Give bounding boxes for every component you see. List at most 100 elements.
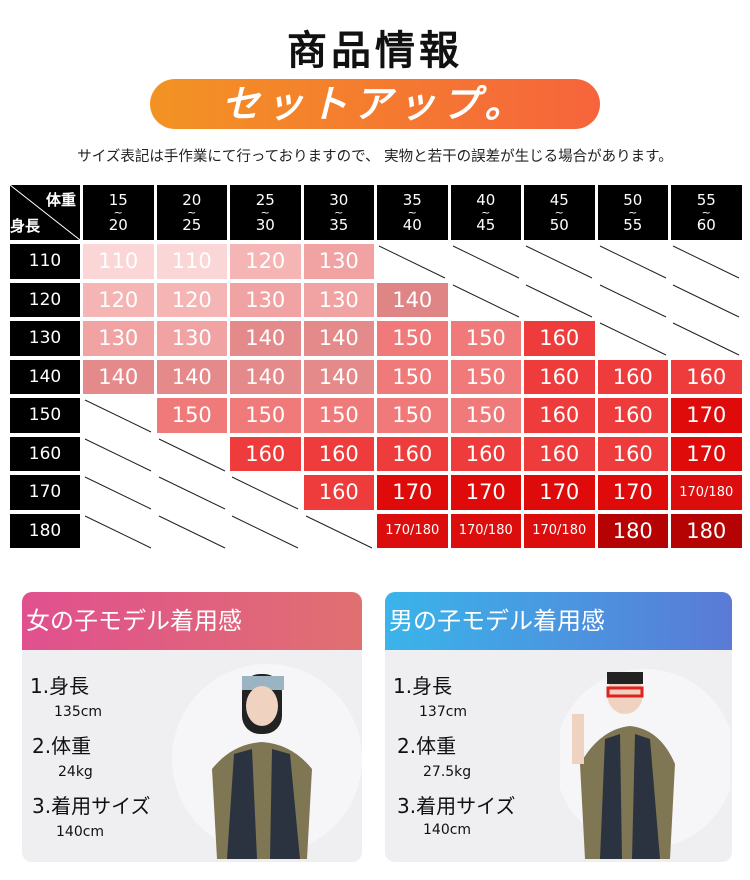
weight-column-header: 40 ~45 xyxy=(450,185,521,240)
weight-column-header: 50 ~55 xyxy=(597,185,668,240)
girl-weight-label: 2.体重 xyxy=(32,734,92,758)
size-cell: 160 xyxy=(303,436,374,471)
weight-column-header: 45 ~50 xyxy=(524,185,595,240)
slash-mark xyxy=(599,245,666,279)
not-applicable-cell xyxy=(598,244,669,279)
girl-height-value: 135cm xyxy=(54,704,103,720)
girl-model-card: 女の子モデル着用感 1.身長 135cm 2.体重 24kg 3.着用サイズ 1… xyxy=(22,592,362,862)
slash-mark xyxy=(84,476,152,510)
height-row-header: 110 xyxy=(10,244,80,279)
not-applicable-cell xyxy=(83,475,154,510)
size-cell: 160 xyxy=(524,398,595,433)
not-applicable-cell xyxy=(598,283,669,318)
weight-from: 15 xyxy=(108,190,128,209)
size-cell: 160 xyxy=(597,436,668,471)
size-cell: 160 xyxy=(450,436,521,471)
height-row-header: 170 xyxy=(10,475,80,510)
tilde: ~ xyxy=(113,205,123,219)
size-cell: 150 xyxy=(156,398,227,433)
size-cell: 140 xyxy=(230,359,301,394)
size-cell: 170 xyxy=(524,475,595,510)
tilde: ~ xyxy=(481,205,491,219)
corner-height-label: 身長 xyxy=(10,217,41,235)
weight-column-header: 35 ~40 xyxy=(377,185,448,240)
size-cell: 180 xyxy=(671,513,742,548)
tilde: ~ xyxy=(407,205,417,219)
size-cell: 160 xyxy=(230,436,301,471)
not-applicable-cell xyxy=(671,283,742,318)
height-row-header: 130 xyxy=(10,321,80,356)
boy-height-label: 1.身長 xyxy=(393,674,453,698)
size-cell: 140 xyxy=(83,359,154,394)
size-cell: 160 xyxy=(524,321,595,356)
slash-mark xyxy=(599,284,666,317)
slash-mark xyxy=(452,245,519,279)
size-cell: 150 xyxy=(303,398,374,433)
size-cell: 160 xyxy=(524,359,595,394)
size-cell: 140 xyxy=(377,282,448,317)
not-applicable-cell xyxy=(304,514,375,549)
slash-mark xyxy=(525,245,593,279)
weight-to: 25 xyxy=(182,215,202,234)
size-cell: 110 xyxy=(83,244,154,279)
size-cell: 160 xyxy=(377,436,448,471)
girl-model-photo xyxy=(172,664,362,859)
slash-mark xyxy=(231,515,299,548)
tilde: ~ xyxy=(554,205,564,219)
girl-height-label: 1.身長 xyxy=(30,674,90,698)
size-cell: 110 xyxy=(156,244,227,279)
tilde: ~ xyxy=(187,205,197,219)
size-cell: 130 xyxy=(303,244,374,279)
weight-to: 30 xyxy=(255,215,275,234)
size-cell: 180 xyxy=(597,513,668,548)
size-cell: 170 xyxy=(671,436,742,471)
slash-mark xyxy=(158,438,225,471)
size-cell: 160 xyxy=(597,398,668,433)
boy-weight-label: 2.体重 xyxy=(397,734,457,758)
weight-from: 30 xyxy=(329,190,349,209)
girl-weight-value: 24kg xyxy=(58,764,93,780)
not-applicable-cell xyxy=(157,475,228,510)
size-cell: 170/180 xyxy=(450,513,521,548)
weight-from: 40 xyxy=(476,190,496,209)
not-applicable-cell xyxy=(451,244,522,279)
not-applicable-cell xyxy=(671,244,742,279)
size-cell: 130 xyxy=(83,321,154,356)
size-cell: 170 xyxy=(450,475,521,510)
size-cell: 130 xyxy=(156,321,227,356)
size-cell: 140 xyxy=(156,359,227,394)
weight-to: 20 xyxy=(108,215,128,234)
size-cell: 120 xyxy=(83,282,154,317)
weight-from: 20 xyxy=(182,190,202,209)
size-cell: 170 xyxy=(671,398,742,433)
slash-mark xyxy=(452,284,519,317)
not-applicable-cell xyxy=(83,514,154,549)
slash-mark xyxy=(599,322,666,356)
size-cell: 130 xyxy=(303,282,374,317)
weight-column-header: 30 ~35 xyxy=(303,185,374,240)
size-cell: 150 xyxy=(450,398,521,433)
slash-mark xyxy=(84,515,152,548)
size-cell: 160 xyxy=(524,436,595,471)
size-cell: 150 xyxy=(377,321,448,356)
slash-mark xyxy=(84,399,152,433)
not-applicable-cell xyxy=(524,244,595,279)
not-applicable-cell xyxy=(83,437,154,472)
weight-column-header: 20 ~25 xyxy=(156,185,227,240)
slash-mark xyxy=(158,515,225,548)
size-cell: 140 xyxy=(303,359,374,394)
corner-weight-label: 体重 xyxy=(45,191,76,209)
size-cell: 170/180 xyxy=(377,513,448,548)
size-cell: 130 xyxy=(230,282,301,317)
size-cell: 170/180 xyxy=(524,513,595,548)
slash-mark xyxy=(672,284,740,317)
girl-size-label: 3.着用サイズ xyxy=(32,794,151,818)
slash-mark xyxy=(378,245,446,279)
size-cell: 170 xyxy=(377,475,448,510)
slash-mark xyxy=(158,476,225,510)
weight-column-header: 15 ~20 xyxy=(83,185,154,240)
height-row-header: 150 xyxy=(10,398,80,433)
size-cell: 120 xyxy=(230,244,301,279)
weight-to: 50 xyxy=(549,215,569,234)
